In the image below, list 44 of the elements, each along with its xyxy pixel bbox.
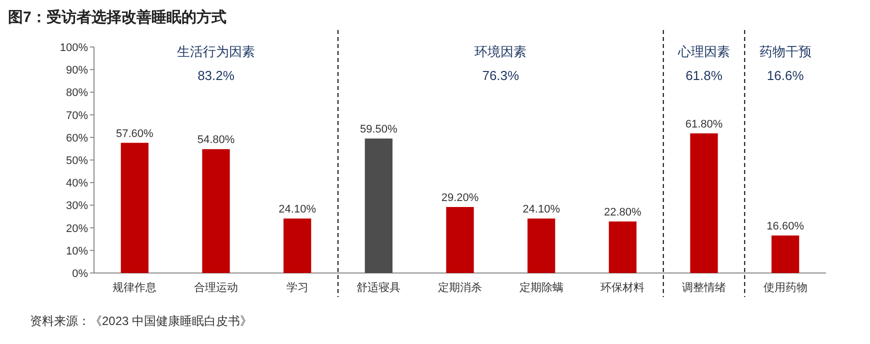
- x-tick-label: 规律作息: [112, 281, 157, 294]
- x-tick-label: 定期消杀: [438, 281, 482, 294]
- y-tick-label: 20%: [66, 222, 88, 235]
- x-tick-label: 舒适寝具: [356, 281, 401, 294]
- data-label: 54.80%: [197, 134, 235, 146]
- data-label: 24.10%: [278, 204, 316, 216]
- annotation: 药物干预 16.6%: [759, 44, 812, 84]
- bar: [690, 133, 718, 273]
- annotation: 环境因素 76.3%: [474, 44, 527, 84]
- bar: [202, 149, 230, 273]
- bar: [772, 235, 800, 273]
- x-tick-label: 环保材料: [600, 281, 645, 294]
- y-tick-label: 100%: [60, 42, 88, 54]
- data-label: 57.60%: [116, 128, 154, 140]
- x-tick-label: 学习: [286, 282, 308, 294]
- annotation: 心理因素 61.8%: [677, 44, 730, 84]
- x-tick-label: 调整情绪: [682, 281, 726, 294]
- data-label: 22.80%: [604, 206, 642, 218]
- chart-title: 图7：受访者选择改善睡眠的方式: [8, 8, 226, 26]
- y-tick-label: 10%: [66, 245, 88, 258]
- data-label: 16.60%: [766, 220, 804, 232]
- bar: [446, 207, 474, 273]
- y-tick-label: 90%: [66, 64, 88, 77]
- bar: [120, 142, 148, 273]
- y-tick-label: 0%: [72, 268, 88, 280]
- y-tick-label: 30%: [66, 200, 88, 212]
- data-label: 59.50%: [360, 124, 398, 136]
- y-tick-label: 60%: [66, 132, 88, 144]
- data-label: 24.10%: [522, 204, 560, 216]
- annotation: 生活行为因素 83.2%: [177, 44, 255, 84]
- x-tick-label: 定期除螨: [519, 281, 564, 294]
- bar: [364, 138, 392, 273]
- bar: [528, 218, 556, 273]
- y-tick-label: 40%: [66, 178, 88, 190]
- bar: [608, 221, 636, 273]
- y-tick-label: 80%: [66, 87, 88, 100]
- data-label: 29.20%: [441, 192, 479, 204]
- x-tick-label: 合理运动: [194, 281, 238, 294]
- y-tick-label: 50%: [66, 155, 88, 167]
- bar: [284, 218, 312, 273]
- x-tick-label: 使用药物: [763, 281, 808, 294]
- text: 资料来源：《2023 中国健康睡眠白皮书》: [30, 314, 252, 328]
- data-label: 61.80%: [685, 118, 723, 130]
- y-tick-label: 70%: [66, 110, 88, 122]
